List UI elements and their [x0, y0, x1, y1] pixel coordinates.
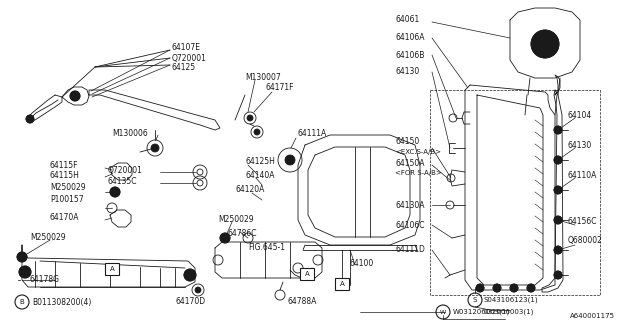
- Text: 64171F: 64171F: [265, 83, 294, 92]
- Circle shape: [554, 156, 562, 164]
- Circle shape: [26, 115, 34, 123]
- Text: M250029: M250029: [50, 183, 86, 193]
- Text: P100157: P100157: [50, 196, 84, 204]
- Text: 64106C: 64106C: [395, 220, 424, 229]
- Text: 64150: 64150: [395, 138, 419, 147]
- Text: 64786C: 64786C: [228, 228, 257, 237]
- Circle shape: [70, 91, 80, 101]
- Text: B011308200(4): B011308200(4): [32, 298, 92, 307]
- Text: 64115H: 64115H: [50, 171, 80, 180]
- Text: 64170D: 64170D: [175, 298, 205, 307]
- Text: 64156C: 64156C: [568, 218, 598, 227]
- Circle shape: [554, 186, 562, 194]
- Text: M130007: M130007: [245, 74, 281, 83]
- Text: FIG.645-1: FIG.645-1: [248, 244, 285, 252]
- Circle shape: [17, 252, 27, 262]
- Text: 64115F: 64115F: [50, 161, 79, 170]
- Text: 64106B: 64106B: [395, 51, 424, 60]
- Text: B: B: [20, 299, 24, 305]
- Text: 64788A: 64788A: [288, 298, 317, 307]
- Circle shape: [151, 144, 159, 152]
- Text: 64107E: 64107E: [172, 44, 201, 52]
- Circle shape: [531, 30, 559, 58]
- Text: S043106123(1): S043106123(1): [484, 297, 539, 303]
- Text: A: A: [340, 281, 344, 287]
- Circle shape: [554, 216, 562, 224]
- Text: 64111D: 64111D: [395, 245, 425, 254]
- Text: <FOR S-A/B>: <FOR S-A/B>: [395, 170, 442, 176]
- Circle shape: [220, 233, 230, 243]
- Circle shape: [19, 266, 31, 278]
- Text: 64125: 64125: [172, 62, 196, 71]
- Circle shape: [184, 269, 196, 281]
- Circle shape: [110, 187, 120, 197]
- Text: 64100: 64100: [350, 259, 374, 268]
- Text: S: S: [473, 297, 477, 303]
- Circle shape: [554, 126, 562, 134]
- Text: A: A: [109, 266, 115, 272]
- Text: Q680002: Q680002: [568, 236, 603, 244]
- Circle shape: [493, 284, 501, 292]
- Circle shape: [554, 246, 562, 254]
- Text: 64120A: 64120A: [235, 186, 264, 195]
- Text: 64130: 64130: [395, 68, 419, 76]
- Text: 64106A: 64106A: [395, 34, 424, 43]
- Text: 64150A: 64150A: [395, 158, 424, 167]
- Text: Q720001: Q720001: [172, 53, 207, 62]
- Circle shape: [254, 129, 260, 135]
- Text: W: W: [440, 309, 446, 315]
- Text: 64130: 64130: [568, 140, 592, 149]
- Text: 64140A: 64140A: [245, 171, 275, 180]
- Text: 64170A: 64170A: [50, 213, 79, 222]
- Text: M130006: M130006: [112, 129, 148, 138]
- FancyBboxPatch shape: [300, 268, 314, 280]
- Text: A: A: [305, 271, 309, 277]
- Text: 64111A: 64111A: [298, 129, 327, 138]
- Text: <EXC.S-A/B>: <EXC.S-A/B>: [395, 149, 441, 155]
- Text: 64110A: 64110A: [568, 171, 597, 180]
- FancyBboxPatch shape: [105, 263, 119, 275]
- Circle shape: [195, 287, 201, 293]
- Text: W031206003(1): W031206003(1): [453, 309, 510, 315]
- Circle shape: [285, 155, 295, 165]
- Text: 64130A: 64130A: [395, 201, 424, 210]
- Text: M250029: M250029: [218, 215, 253, 225]
- Circle shape: [510, 284, 518, 292]
- Text: Q720001: Q720001: [108, 165, 143, 174]
- Text: A640001175: A640001175: [570, 313, 615, 319]
- Circle shape: [554, 271, 562, 279]
- Circle shape: [476, 284, 484, 292]
- Circle shape: [527, 284, 535, 292]
- Text: 64104: 64104: [568, 110, 592, 119]
- Text: 64125H: 64125H: [245, 157, 275, 166]
- Text: 64135C: 64135C: [108, 177, 138, 186]
- Text: M250029: M250029: [30, 234, 66, 243]
- Text: 032006003(1): 032006003(1): [484, 309, 534, 315]
- Text: 64061: 64061: [395, 15, 419, 25]
- Text: 64178G: 64178G: [30, 276, 60, 284]
- Circle shape: [247, 115, 253, 121]
- FancyBboxPatch shape: [335, 278, 349, 290]
